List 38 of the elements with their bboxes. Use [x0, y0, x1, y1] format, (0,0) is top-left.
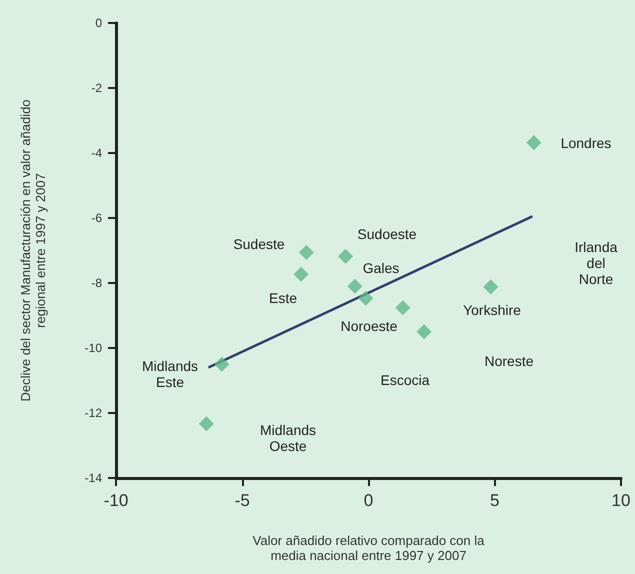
x-tick-label: 5	[490, 491, 500, 510]
point	[358, 290, 374, 306]
annotation: Londres	[560, 135, 612, 151]
y-tick-label: -6	[91, 211, 102, 225]
point	[298, 244, 314, 260]
annotation: Noroeste	[340, 318, 398, 334]
annotation: Sudoeste	[357, 226, 417, 242]
annotation: Gales	[362, 260, 400, 276]
point	[214, 356, 230, 372]
point	[338, 248, 354, 264]
point	[416, 324, 432, 340]
point	[198, 416, 214, 432]
annotation: Sudeste	[233, 236, 285, 252]
point	[483, 279, 498, 294]
annotation: Irlanda del Norte	[574, 239, 618, 287]
x-tick-label: -5	[234, 491, 250, 510]
point	[526, 135, 542, 150]
x-tick-label: 10	[612, 491, 630, 510]
x-tick-label: -10	[104, 491, 128, 510]
annotation: Noreste	[484, 353, 534, 369]
point	[395, 300, 410, 316]
y-tick-label: 0	[95, 16, 102, 30]
annotation: Escocia	[380, 372, 430, 388]
y-tick-label: -8	[91, 276, 102, 290]
annotation: Este	[268, 290, 298, 306]
y-axis-title: Declive del sector Manufacturación en valor añadido regional entre 1997 y 2007	[18, 99, 48, 402]
y-tick-label: -2	[91, 81, 102, 95]
annotation: Midlands Oeste	[260, 422, 316, 454]
y-tick-label: -4	[91, 146, 102, 160]
annotation: Yorkshire	[463, 302, 522, 318]
x-axis-title: Valor añadido relativo comparado con la media nacional entre 1997 y 2007	[252, 533, 486, 563]
y-tick-label: -10	[84, 341, 102, 355]
x-tick-label: 0	[364, 491, 374, 510]
annotation: Midlands Este	[142, 358, 198, 390]
y-tick-label: -12	[84, 406, 102, 420]
point	[347, 278, 362, 294]
point	[294, 266, 309, 282]
y-tick-label: -14	[84, 471, 102, 485]
